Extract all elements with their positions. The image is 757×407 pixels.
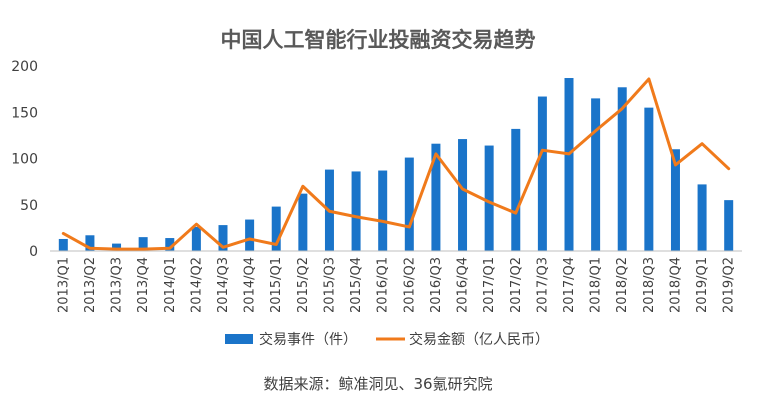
y-axis: 0 50 100 150 200 (11, 59, 38, 260)
bar (138, 237, 148, 252)
x-tick-label: 2019/Q2 (722, 257, 737, 313)
x-tick-label: 2017/Q4 (562, 257, 577, 313)
x-tick-label: 2013/Q1 (56, 257, 71, 313)
bar (484, 145, 494, 251)
bar (537, 96, 547, 251)
x-tick-label: 2014/Q3 (216, 257, 231, 313)
x-tick-label: 2018/Q2 (615, 257, 630, 313)
x-tick-label: 2013/Q4 (136, 257, 151, 313)
x-tick-label: 2017/Q2 (509, 257, 524, 313)
x-tick-label: 2015/Q3 (322, 257, 337, 313)
x-tick-label: 2013/Q2 (83, 257, 98, 313)
x-tick-label: 2014/Q1 (163, 257, 178, 313)
bar (191, 226, 201, 251)
bar (511, 128, 521, 251)
x-tick-label: 2014/Q4 (243, 257, 258, 313)
bar (298, 193, 308, 251)
x-tick-label: 2018/Q3 (642, 257, 657, 313)
bar (404, 157, 414, 251)
bar (431, 143, 441, 251)
x-tick-label: 2014/Q2 (189, 257, 204, 313)
legend-label-line: 交易金额（亿人民币） (409, 331, 549, 348)
bar (644, 107, 654, 252)
legend-swatch-bar (225, 334, 253, 344)
x-tick-label: 2016/Q4 (456, 257, 471, 313)
bar (697, 184, 707, 251)
bar (351, 171, 361, 251)
y-tick-label: 150 (11, 105, 38, 121)
bar (218, 225, 228, 251)
x-tick-label: 2019/Q1 (695, 257, 710, 313)
x-axis: 2013/Q1 2013/Q2 2013/Q3 2013/Q4 2014/Q1 2014/… (56, 257, 736, 313)
bar (670, 149, 680, 251)
x-tick-label: 2015/Q1 (269, 257, 284, 313)
bar (271, 206, 281, 251)
x-tick-label: 2017/Q3 (535, 257, 550, 313)
bar-series (58, 78, 734, 252)
y-tick-label: 50 (20, 198, 38, 214)
bar (58, 238, 68, 251)
y-tick-label: 0 (29, 244, 38, 260)
x-tick-label: 2018/Q1 (589, 257, 604, 313)
x-tick-label: 2015/Q2 (296, 257, 311, 313)
legend: 交易事件（件） 交易金额（亿人民币） (225, 331, 549, 348)
bar (165, 238, 175, 251)
bar (591, 98, 601, 252)
bar (617, 87, 627, 251)
x-tick-label: 2016/Q2 (402, 257, 417, 313)
bar (564, 78, 574, 252)
bar (112, 243, 122, 251)
bar (724, 200, 734, 252)
x-tick-label: 2013/Q3 (110, 257, 125, 313)
bar (458, 139, 468, 251)
series-line (61, 77, 731, 251)
bar (85, 235, 95, 251)
data-source-note: 数据来源：鲸准洞见、36氪研究院 (263, 375, 492, 393)
line-series (61, 77, 731, 251)
y-tick-label: 100 (11, 152, 38, 168)
y-tick-label: 200 (11, 59, 38, 75)
x-tick-label: 2015/Q4 (349, 257, 364, 313)
chart-title: 中国人工智能行业投融资交易趋势 (221, 28, 536, 52)
legend-label-bar: 交易事件（件） (259, 331, 357, 348)
bar (378, 170, 388, 251)
x-tick-label: 2017/Q1 (482, 257, 497, 313)
x-tick-label: 2016/Q1 (376, 257, 391, 313)
x-tick-label: 2016/Q3 (429, 257, 444, 313)
bar (245, 219, 255, 251)
x-tick-label: 2018/Q4 (668, 257, 683, 313)
